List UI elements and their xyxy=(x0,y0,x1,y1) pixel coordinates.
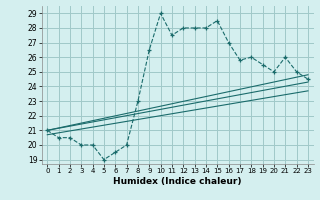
X-axis label: Humidex (Indice chaleur): Humidex (Indice chaleur) xyxy=(113,177,242,186)
